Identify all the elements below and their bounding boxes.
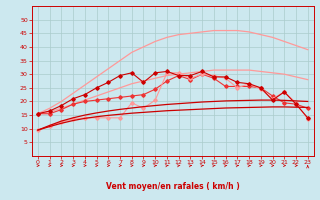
X-axis label: Vent moyen/en rafales ( km/h ): Vent moyen/en rafales ( km/h ) — [106, 182, 240, 191]
